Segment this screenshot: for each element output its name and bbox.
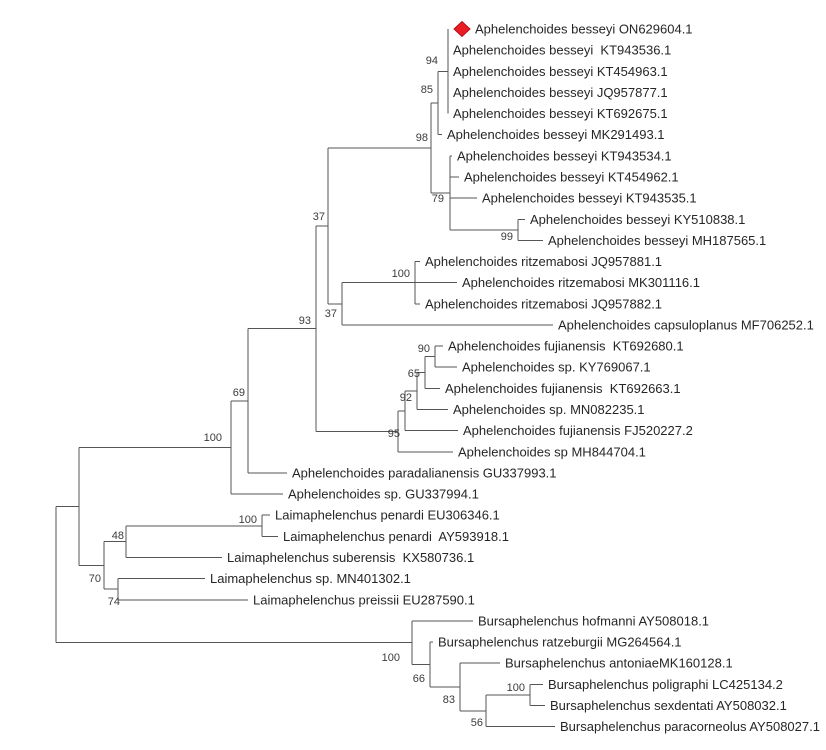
taxon-label: Aphelenchoides besseyi KT454963.1 [453,64,668,79]
taxon-label: Aphelenchoides besseyi KT454962.1 [464,169,679,184]
taxon-label: Aphelenchoides besseyi KT943536.1 [453,43,671,58]
taxon-label: Aphelenchoides sp MH844704.1 [458,444,646,459]
bootstrap-value: 37 [325,308,337,320]
taxon-label: Aphelenchoides fujianensis KT692663.1 [445,381,681,396]
taxon-label: Aphelenchoides besseyi MK291493.1 [447,127,665,142]
taxon-label: Bursaphelenchus ratzeburgii MG264564.1 [438,635,682,650]
taxon-label: Aphelenchoides besseyi KY510838.1 [530,212,745,227]
bootstrap-value: 74 [108,596,120,608]
taxon-label: Laimaphelenchus suberensis KX580736.1 [227,550,474,565]
bootstrap-value: 70 [89,573,101,585]
taxon-label: Aphelenchoides besseyi JQ957877.1 [453,85,668,100]
taxon-label: Bursaphelenchus antoniaeMK160128.1 [505,656,733,671]
taxon-label: Aphelenchoides sp. MN082235.1 [453,402,645,417]
bootstrap-value: 100 [239,514,257,526]
taxon-label: Aphelenchoides besseyi MH187565.1 [548,233,766,248]
bootstrap-value: 37 [313,211,325,223]
taxon-label: Aphelenchoides ritzemabosi JQ957881.1 [425,254,662,269]
taxon-label: Aphelenchoides besseyi KT692675.1 [453,106,668,121]
taxon-label: Bursaphelenchus sexdentati AY508032.1 [550,698,787,713]
bootstrap-value: 90 [418,343,430,355]
bootstrap-value: 85 [421,84,433,96]
bootstrap-value: 98 [416,132,428,144]
taxon-label: Bursaphelenchus poligraphi LC425134.2 [548,677,783,692]
taxon-label: Aphelenchoides sp. GU337994.1 [288,487,479,502]
taxon-label: Laimaphelenchus penardi AY593918.1 [283,529,509,544]
taxon-label: Aphelenchoides capsuloplanus MF706252.1 [558,317,814,332]
taxon-label: Aphelenchoides ritzemabosi MK301116.1 [462,275,700,290]
query-marker-diamond-icon [453,20,471,38]
bootstrap-value: 100 [392,268,410,280]
taxon-label: Aphelenchoides besseyi ON629604.1 [475,22,693,37]
taxon-label: Laimaphelenchus preissii EU287590.1 [253,592,475,607]
taxon-label: Laimaphelenchus penardi EU306346.1 [275,508,500,523]
taxon-label: Bursaphelenchus hofmanni AY508018.1 [478,613,709,628]
bootstrap-value: 79 [432,193,444,205]
bootstrap-value: 100 [382,652,400,664]
bootstrap-value: 100 [204,432,222,444]
taxon-label: Aphelenchoides sp. KY769067.1 [462,360,651,375]
bootstrap-value: 100 [507,682,525,694]
taxon-label: Bursaphelenchus paracorneolus AY508027.1 [560,719,820,734]
bootstrap-value: 94 [426,55,438,67]
taxon-label: Aphelenchoides paradalianensis GU337993.… [292,465,557,480]
bootstrap-value: 48 [112,530,124,542]
bootstrap-value: 83 [443,694,455,706]
taxon-label: Aphelenchoides fujianensis KT692680.1 [448,339,684,354]
taxon-label: Aphelenchoides besseyi KT943535.1 [482,191,697,206]
bootstrap-value: 69 [233,387,245,399]
bootstrap-value: 66 [413,673,425,685]
bootstrap-value: 92 [400,392,412,404]
taxon-label: Aphelenchoides fujianensis FJ520227.2 [463,423,693,438]
bootstrap-value: 65 [408,368,420,380]
taxon-label: Aphelenchoides ritzemabosi JQ957882.1 [425,296,662,311]
taxon-label: Laimaphelenchus sp. MN401302.1 [210,571,411,586]
bootstrap-value: 95 [388,428,400,440]
bootstrap-value: 56 [471,717,483,729]
bootstrap-value: 99 [501,231,513,243]
taxon-label: Aphelenchoides besseyi KT943534.1 [457,148,672,163]
bootstrap-value: 93 [299,315,311,327]
